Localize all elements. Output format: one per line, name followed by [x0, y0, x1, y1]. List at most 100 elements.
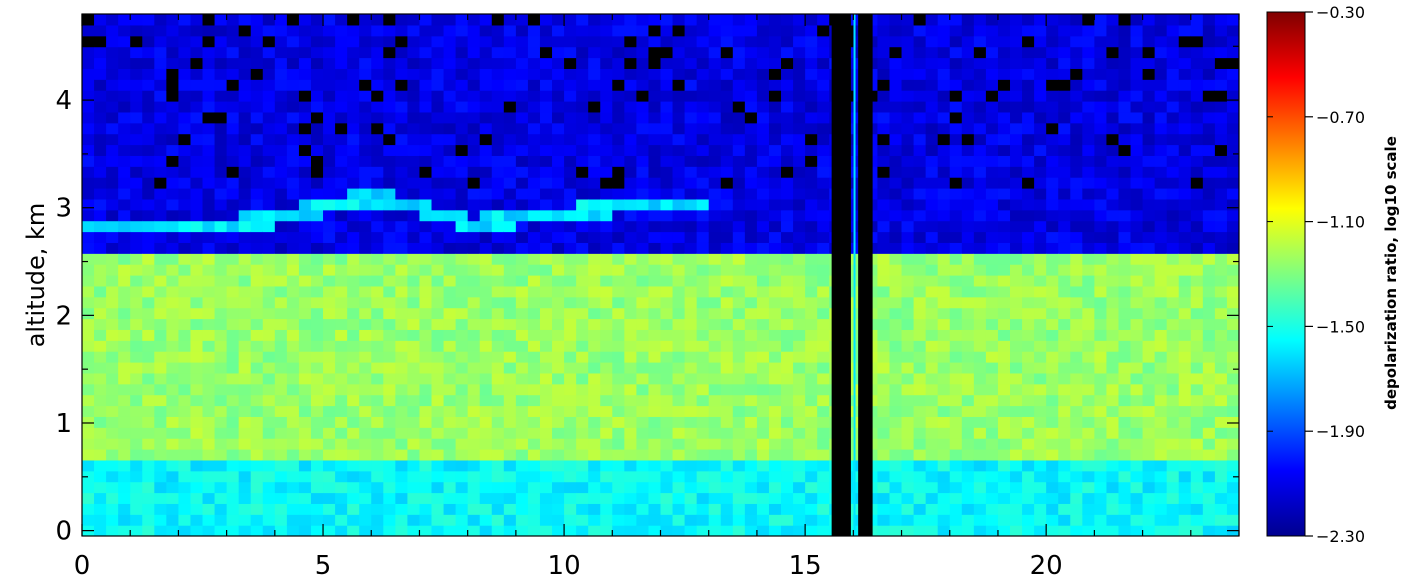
heatmap-cell	[154, 144, 167, 156]
heatmap-area	[82, 14, 1239, 536]
heatmap-cell	[106, 329, 119, 341]
heatmap-cell	[624, 24, 637, 37]
heatmap-cell	[154, 46, 167, 59]
heatmap-cell	[479, 24, 493, 37]
heatmap-cell	[1082, 35, 1095, 48]
heatmap-cell	[359, 514, 372, 526]
heatmap-cell	[286, 68, 300, 80]
heatmap-cell	[997, 155, 1011, 167]
heatmap-cell	[118, 296, 131, 309]
heatmap-cell	[612, 383, 625, 396]
heatmap-cell	[588, 427, 601, 439]
heatmap-cell	[600, 503, 613, 515]
heatmap-cell	[1046, 166, 1059, 178]
heatmap-cell	[877, 24, 891, 37]
heatmap-cell	[1070, 166, 1083, 178]
heatmap-cell	[286, 383, 300, 396]
heatmap-cell	[660, 155, 674, 167]
heatmap-cell	[937, 14, 951, 26]
heatmap-cell	[383, 470, 396, 483]
heatmap-cell	[527, 133, 541, 146]
heatmap-cell	[1118, 101, 1132, 113]
heatmap-cell	[1214, 253, 1228, 265]
heatmap-cell	[106, 24, 119, 37]
heatmap-cell	[937, 144, 951, 156]
heatmap-cell	[491, 24, 505, 37]
heatmap-cell	[142, 166, 155, 178]
heatmap-cell	[1130, 231, 1144, 243]
heatmap-cell	[118, 253, 131, 265]
heatmap-cell	[901, 449, 915, 461]
heatmap-cell	[335, 177, 348, 189]
heatmap-cell	[250, 188, 264, 200]
heatmap-cell	[889, 177, 903, 189]
heatmap-cell	[1106, 111, 1120, 124]
heatmap-cell	[431, 231, 445, 243]
heatmap-cell	[985, 14, 999, 26]
heatmap-cell	[347, 372, 360, 385]
heatmap-cell	[552, 329, 565, 341]
heatmap-cell	[1178, 459, 1192, 472]
heatmap-cell	[118, 525, 131, 536]
heatmap-cell	[576, 372, 589, 385]
heatmap-cell	[467, 101, 481, 113]
heatmap-cell	[600, 285, 613, 298]
heatmap-cell	[985, 144, 999, 156]
heatmap-cell	[1142, 90, 1156, 102]
heatmap-cell	[310, 144, 324, 156]
heatmap-cell	[1082, 318, 1095, 330]
heatmap-cell	[985, 383, 999, 396]
colorbar-tick-label: −0.30	[1316, 3, 1365, 22]
heatmap-cell	[708, 209, 722, 222]
heatmap-cell	[1130, 35, 1144, 48]
heatmap-cell	[997, 307, 1011, 320]
heatmap-cell	[805, 481, 818, 494]
heatmap-cell	[82, 285, 95, 298]
heatmap-cell	[564, 514, 577, 526]
heatmap-cell	[624, 220, 637, 233]
heatmap-cell	[214, 57, 228, 69]
heatmap-cell	[142, 220, 155, 233]
heatmap-cell	[310, 275, 324, 287]
heatmap-cell	[600, 481, 613, 494]
heatmap-cell	[1094, 35, 1108, 48]
heatmap-cell	[877, 209, 891, 222]
heatmap-cell	[419, 405, 433, 417]
heatmap-cell	[744, 372, 758, 385]
heatmap-cell	[1034, 220, 1047, 233]
heatmap-cell	[997, 296, 1011, 309]
heatmap-cell	[503, 329, 517, 341]
heatmap-cell	[576, 438, 589, 450]
heatmap-cell	[1226, 253, 1239, 265]
heatmap-cell	[1214, 525, 1228, 536]
heatmap-cell	[94, 57, 107, 69]
heatmap-cell	[1202, 405, 1216, 417]
heatmap-cell	[323, 14, 336, 26]
heatmap-cell	[371, 275, 384, 287]
heatmap-cell	[1190, 79, 1204, 91]
heatmap-cell	[395, 481, 408, 494]
heatmap-cell	[672, 209, 686, 222]
heatmap-cell	[1106, 449, 1120, 461]
heatmap-cell	[1010, 459, 1023, 472]
heatmap-cell	[889, 24, 903, 37]
heatmap-cell	[732, 285, 746, 298]
heatmap-cell	[106, 68, 119, 80]
heatmap-cell	[768, 198, 782, 211]
heatmap-cell	[1226, 394, 1239, 407]
heatmap-cell	[612, 492, 625, 504]
heatmap-cell	[588, 275, 601, 287]
heatmap-cell	[636, 449, 650, 461]
heatmap-cell	[732, 68, 746, 80]
heatmap-cell	[1082, 438, 1095, 450]
heatmap-cell	[214, 394, 228, 407]
heatmap-cell	[467, 177, 481, 189]
heatmap-cell	[925, 514, 939, 526]
heatmap-cell	[250, 68, 264, 80]
heatmap-cell	[732, 46, 746, 59]
heatmap-cell	[515, 275, 529, 287]
heatmap-cell	[1034, 177, 1047, 189]
heatmap-cell	[997, 383, 1011, 396]
heatmap-cell	[359, 264, 372, 276]
heatmap-cell	[877, 459, 891, 472]
